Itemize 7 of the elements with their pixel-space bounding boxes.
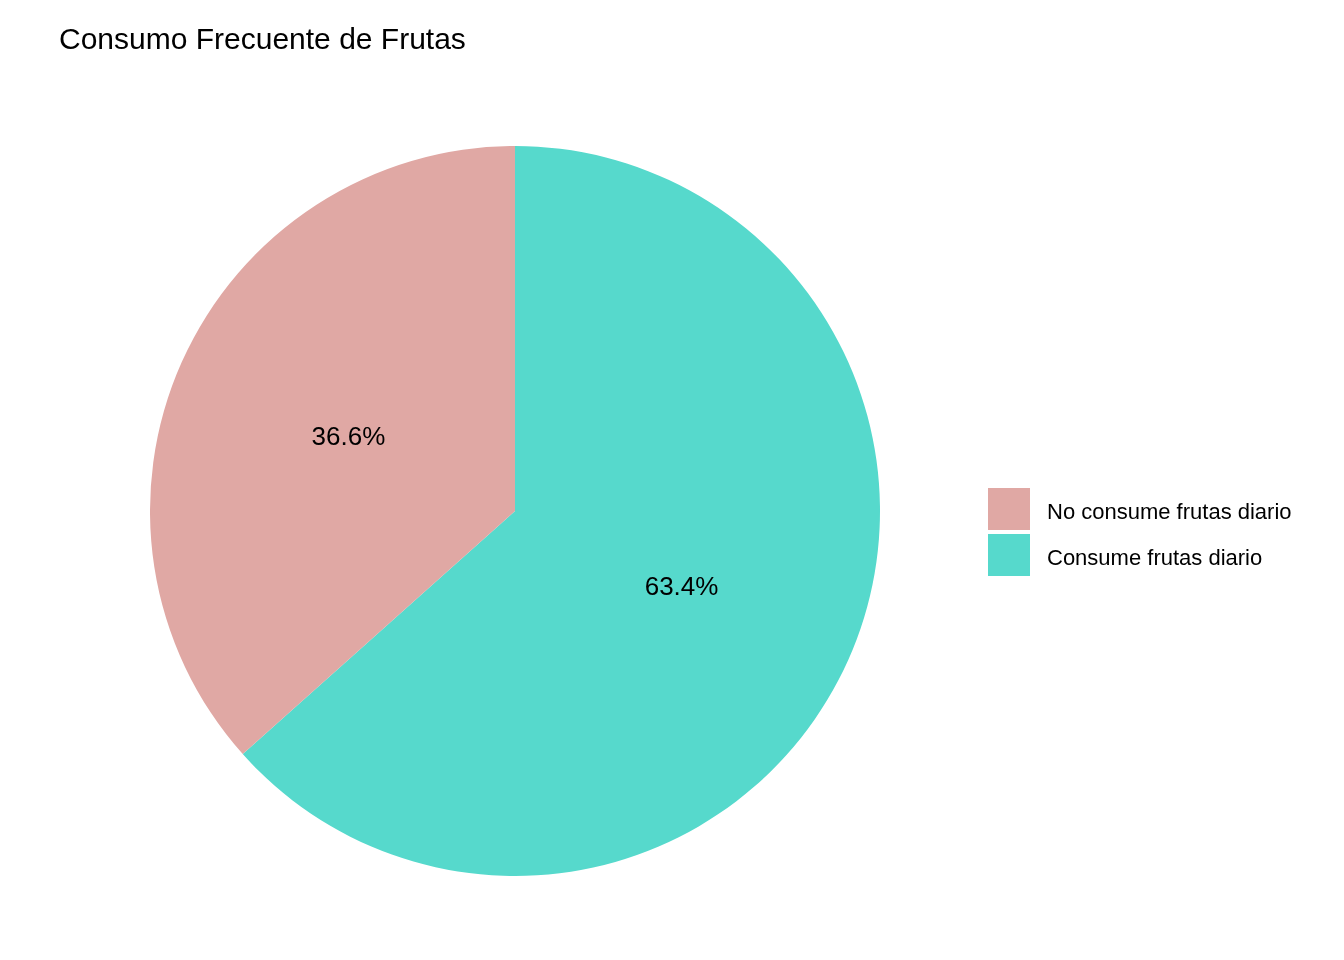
data-label: 63.4% — [644, 570, 719, 601]
legend-label: No consume frutas diario — [1047, 498, 1292, 524]
data-label: 36.6% — [311, 421, 386, 452]
legend-label: Consume frutas diario — [1047, 544, 1263, 570]
pie-slice — [242, 146, 880, 876]
pie-slice — [150, 146, 515, 755]
chart-title: Consumo Frecuente de Frutas — [59, 22, 466, 55]
